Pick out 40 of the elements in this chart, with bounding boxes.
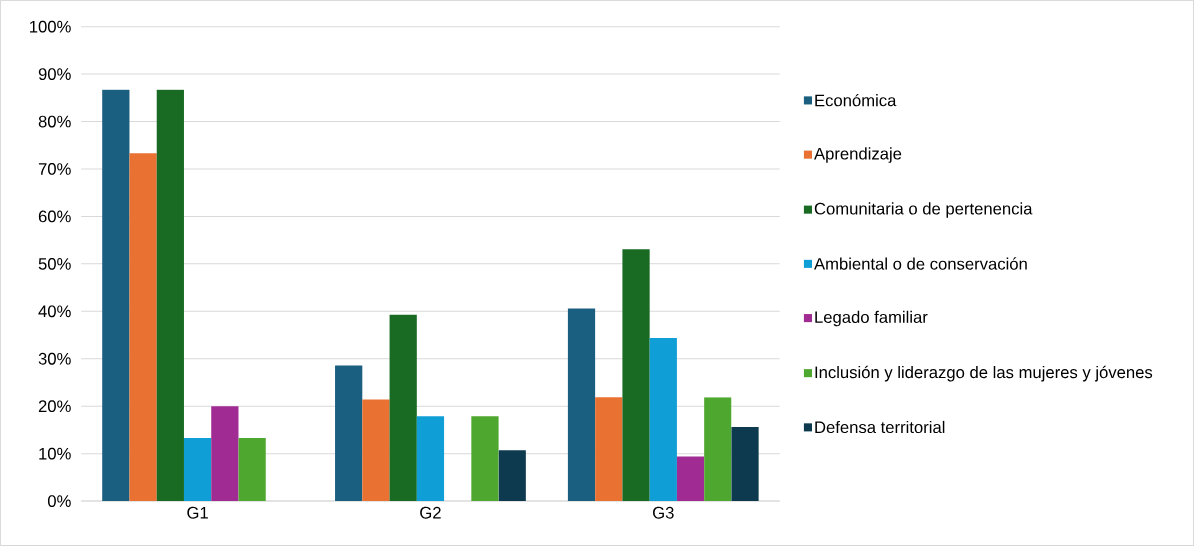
bar <box>238 438 266 502</box>
bar <box>622 249 650 502</box>
bar <box>183 438 212 502</box>
y-tick-label: 100% <box>30 20 71 33</box>
bar <box>649 337 677 502</box>
legend-label: Aprendizaje <box>814 147 902 163</box>
bar <box>389 314 417 502</box>
bar <box>567 308 596 502</box>
bar <box>704 397 732 502</box>
x-tick-label: G3 <box>653 506 674 519</box>
y-tick-label: 90% <box>38 68 71 81</box>
bar <box>595 397 623 502</box>
bar <box>416 416 445 502</box>
bar <box>471 416 499 502</box>
y-tick-label: 40% <box>38 305 71 318</box>
legend-label: Defensa territorial <box>815 420 945 434</box>
y-tick-label: 60% <box>38 210 71 223</box>
y-tick-label: 50% <box>38 258 71 270</box>
bar <box>335 365 363 502</box>
x-tick-label: G2 <box>420 506 441 519</box>
legend-label: Económica <box>815 93 897 107</box>
x-tick-label: G1 <box>187 506 208 519</box>
legend-label: Legado familiar <box>815 310 928 327</box>
y-tick-label: 80% <box>38 115 71 128</box>
legend-label: Comunitaria o de pertenencia <box>814 202 1033 218</box>
y-tick-label: 0% <box>47 495 71 508</box>
bar <box>129 153 157 502</box>
y-tick-label: 30% <box>38 352 71 365</box>
bar <box>156 89 184 502</box>
bar <box>211 406 239 502</box>
bar <box>498 450 526 502</box>
y-tick-label: 20% <box>38 400 71 413</box>
bar <box>676 456 705 502</box>
bar <box>102 89 130 502</box>
bar <box>731 427 759 502</box>
y-tick-label: 70% <box>38 163 71 175</box>
bar <box>362 399 390 502</box>
legend-label: Ambiental o de conservación <box>814 257 1027 270</box>
y-tick-label: 10% <box>39 447 71 460</box>
legend-label: Inclusión y liderazgo de las mujeres y jóvenes <box>815 365 1153 382</box>
